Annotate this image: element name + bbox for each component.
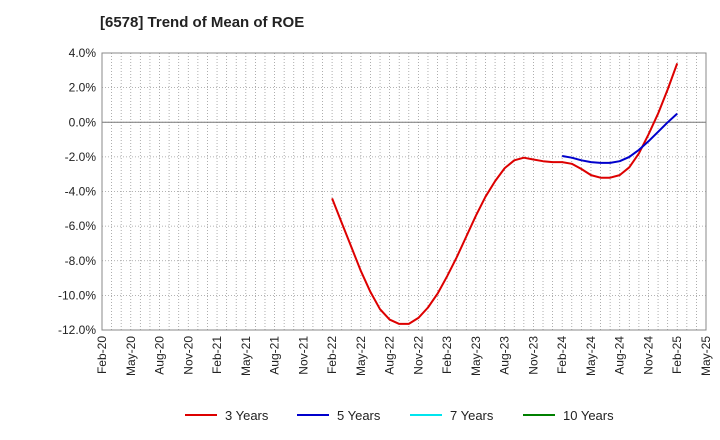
x-tick-label: Nov-20 (181, 336, 195, 375)
x-axis-ticks: Feb-20 May-20 Aug-20 Nov-20 Feb-21 May-21 Aug-… (95, 336, 713, 376)
y-tick-label: -2.0% (65, 150, 97, 164)
x-tick-label: Feb-20 (95, 336, 109, 374)
legend-label: 10 Years (563, 408, 614, 423)
x-tick-label: Nov-22 (411, 336, 425, 375)
legend: 3 Years 5 Years 7 Years 10 Years (185, 408, 614, 423)
x-tick-label: Nov-21 (296, 336, 310, 375)
legend-label: 7 Years (450, 408, 494, 423)
x-tick-label: Feb-24 (555, 336, 569, 374)
x-tick-label: Feb-21 (210, 336, 224, 374)
x-tick-label: Feb-23 (440, 336, 454, 374)
y-axis-ticks: 4.0% 2.0% 0.0% -2.0% -4.0% -6.0% -8.0% -10.0% -1… (58, 46, 96, 337)
y-tick-label: 0.0% (69, 115, 97, 129)
x-tick-label: May-23 (469, 336, 483, 376)
y-tick-label: 2.0% (69, 81, 97, 95)
x-tick-label: Nov-24 (641, 336, 655, 375)
x-tick-label: Nov-23 (526, 336, 540, 375)
x-tick-label: May-25 (699, 336, 713, 376)
x-tick-label: May-20 (124, 336, 138, 376)
y-tick-label: 4.0% (69, 46, 97, 60)
legend-label: 5 Years (337, 408, 381, 423)
x-tick-label: Aug-22 (383, 336, 397, 375)
y-tick-label: -6.0% (65, 219, 97, 233)
series-line-5-years (562, 112, 678, 164)
y-tick-label: -12.0% (58, 323, 96, 337)
series-line-3-years (331, 63, 679, 325)
x-tick-label: May-21 (239, 336, 253, 376)
y-tick-label: -10.0% (58, 288, 96, 302)
grid (101, 52, 707, 331)
y-tick-label: -8.0% (65, 254, 97, 268)
x-tick-label: Feb-22 (325, 336, 339, 374)
x-tick-label: Feb-25 (670, 336, 684, 374)
x-tick-label: Aug-20 (153, 336, 167, 375)
plot-frame (101, 52, 707, 331)
y-tick-label: -4.0% (65, 185, 97, 199)
x-tick-label: Aug-23 (498, 336, 512, 375)
x-tick-label: Aug-24 (613, 336, 627, 375)
x-tick-label: May-22 (354, 336, 368, 376)
series-lines (331, 63, 679, 325)
x-tick-label: May-24 (584, 336, 598, 376)
x-tick-label: Aug-21 (268, 336, 282, 375)
chart-title: [6578] Trend of Mean of ROE (100, 14, 305, 31)
legend-label: 3 Years (225, 408, 269, 423)
